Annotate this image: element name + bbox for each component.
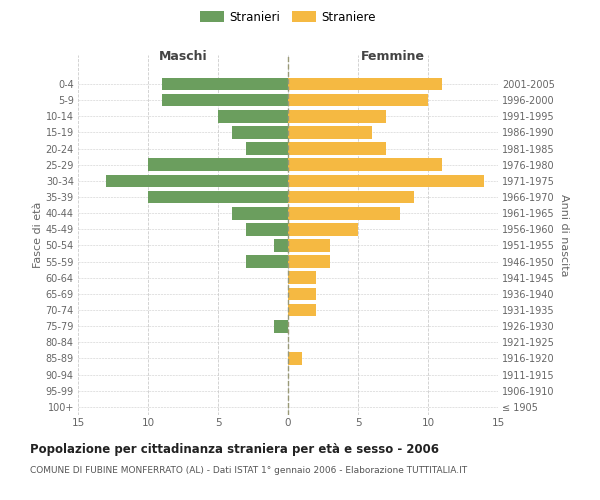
Bar: [246, 223, 288, 235]
Bar: [288, 191, 414, 203]
Bar: [274, 320, 288, 332]
Bar: [288, 272, 316, 284]
Text: Maschi: Maschi: [158, 50, 208, 63]
Bar: [288, 288, 316, 300]
Bar: [288, 207, 400, 220]
Y-axis label: Fasce di età: Fasce di età: [32, 202, 43, 268]
Text: COMUNE DI FUBINE MONFERRATO (AL) - Dati ISTAT 1° gennaio 2006 - Elaborazione TUT: COMUNE DI FUBINE MONFERRATO (AL) - Dati …: [30, 466, 467, 475]
Bar: [162, 94, 288, 106]
Bar: [232, 207, 288, 220]
Bar: [232, 126, 288, 139]
Bar: [288, 223, 358, 235]
Bar: [288, 174, 484, 187]
Y-axis label: Anni di nascita: Anni di nascita: [559, 194, 569, 276]
Bar: [288, 110, 386, 122]
Bar: [148, 191, 288, 203]
Text: Popolazione per cittadinanza straniera per età e sesso - 2006: Popolazione per cittadinanza straniera p…: [30, 442, 439, 456]
Bar: [246, 256, 288, 268]
Bar: [288, 239, 330, 252]
Bar: [274, 239, 288, 252]
Bar: [106, 174, 288, 187]
Legend: Stranieri, Straniere: Stranieri, Straniere: [195, 6, 381, 28]
Text: Femmine: Femmine: [361, 50, 425, 63]
Bar: [288, 126, 372, 139]
Bar: [162, 78, 288, 90]
Bar: [288, 304, 316, 316]
Bar: [246, 142, 288, 155]
Bar: [288, 352, 302, 365]
Bar: [218, 110, 288, 122]
Bar: [288, 142, 386, 155]
Bar: [288, 94, 428, 106]
Bar: [288, 158, 442, 171]
Bar: [148, 158, 288, 171]
Bar: [288, 78, 442, 90]
Bar: [288, 256, 330, 268]
